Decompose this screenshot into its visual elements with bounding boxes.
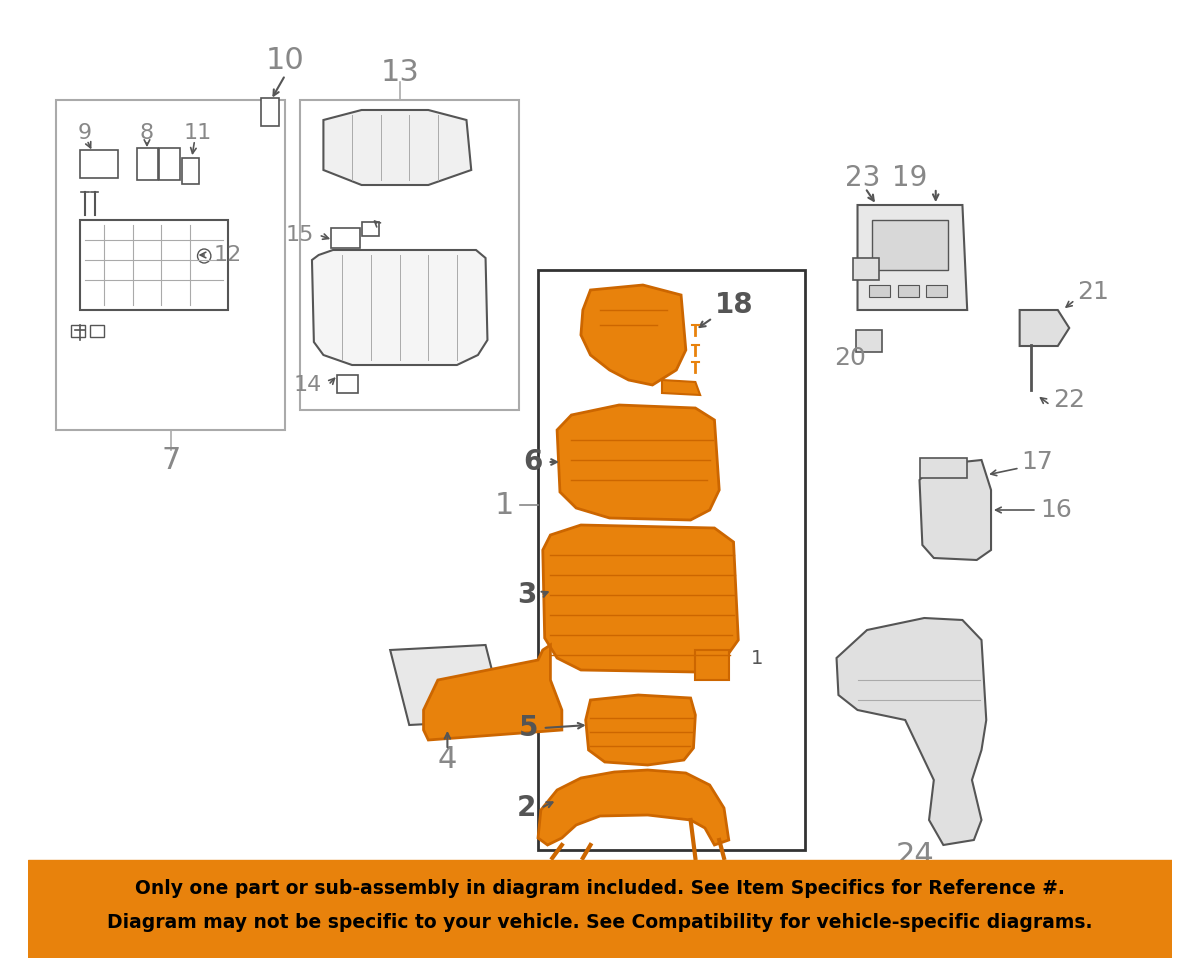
Bar: [331, 228, 360, 248]
Bar: [856, 330, 882, 352]
Text: 7: 7: [161, 445, 180, 474]
Text: 20: 20: [834, 346, 866, 370]
Polygon shape: [538, 770, 728, 845]
Bar: [898, 285, 918, 297]
Text: 21: 21: [1076, 280, 1109, 304]
Text: 5: 5: [518, 714, 538, 742]
Text: Diagram may not be specific to your vehicle. See Compatibility for vehicle-speci: Diagram may not be specific to your vehi…: [107, 913, 1093, 931]
Text: 18: 18: [714, 291, 754, 319]
Polygon shape: [581, 285, 686, 385]
Text: 2: 2: [517, 794, 536, 822]
Text: 24: 24: [895, 840, 934, 870]
Text: 6: 6: [523, 448, 542, 476]
Polygon shape: [1020, 310, 1069, 346]
Bar: [182, 158, 199, 184]
Circle shape: [198, 249, 211, 263]
Polygon shape: [312, 250, 487, 365]
Text: 8: 8: [140, 123, 154, 143]
Text: 15: 15: [286, 225, 314, 245]
Polygon shape: [858, 205, 967, 310]
Text: 1: 1: [751, 649, 763, 668]
Text: 19: 19: [893, 164, 928, 192]
Text: 3: 3: [517, 581, 536, 609]
Polygon shape: [390, 645, 505, 725]
Bar: [300, 100, 518, 410]
Polygon shape: [919, 460, 991, 560]
Text: 1: 1: [494, 490, 514, 519]
Polygon shape: [586, 695, 695, 765]
Text: 4: 4: [438, 745, 457, 774]
Text: 16: 16: [1040, 498, 1073, 522]
Polygon shape: [542, 525, 738, 672]
Text: 11: 11: [184, 123, 211, 143]
Bar: [262, 98, 278, 126]
Polygon shape: [836, 618, 986, 845]
Bar: [80, 220, 228, 310]
Bar: [337, 375, 358, 393]
Bar: [869, 285, 890, 297]
Text: 23: 23: [845, 164, 880, 192]
Bar: [56, 100, 286, 430]
Polygon shape: [424, 645, 562, 740]
Bar: [872, 220, 948, 270]
Polygon shape: [662, 380, 700, 395]
Text: 22: 22: [1054, 388, 1085, 412]
Bar: [71, 325, 85, 337]
Bar: [361, 222, 379, 236]
Bar: [853, 258, 880, 280]
Bar: [138, 148, 158, 180]
Bar: [160, 148, 180, 180]
Bar: [28, 860, 1172, 958]
Bar: [926, 285, 947, 297]
Polygon shape: [324, 110, 472, 185]
Polygon shape: [695, 650, 728, 680]
Bar: [90, 325, 104, 337]
Bar: [80, 150, 119, 178]
Text: Only one part or sub-assembly in diagram included. See Item Specifics for Refere: Only one part or sub-assembly in diagram…: [136, 878, 1064, 898]
Bar: [538, 270, 805, 850]
Text: 12: 12: [214, 245, 242, 265]
Text: 17: 17: [1021, 450, 1054, 474]
Polygon shape: [557, 405, 719, 520]
Text: 13: 13: [380, 57, 419, 86]
Text: 9: 9: [78, 123, 92, 143]
Bar: [919, 458, 967, 478]
Text: 10: 10: [266, 45, 305, 75]
Text: 14: 14: [293, 375, 322, 395]
